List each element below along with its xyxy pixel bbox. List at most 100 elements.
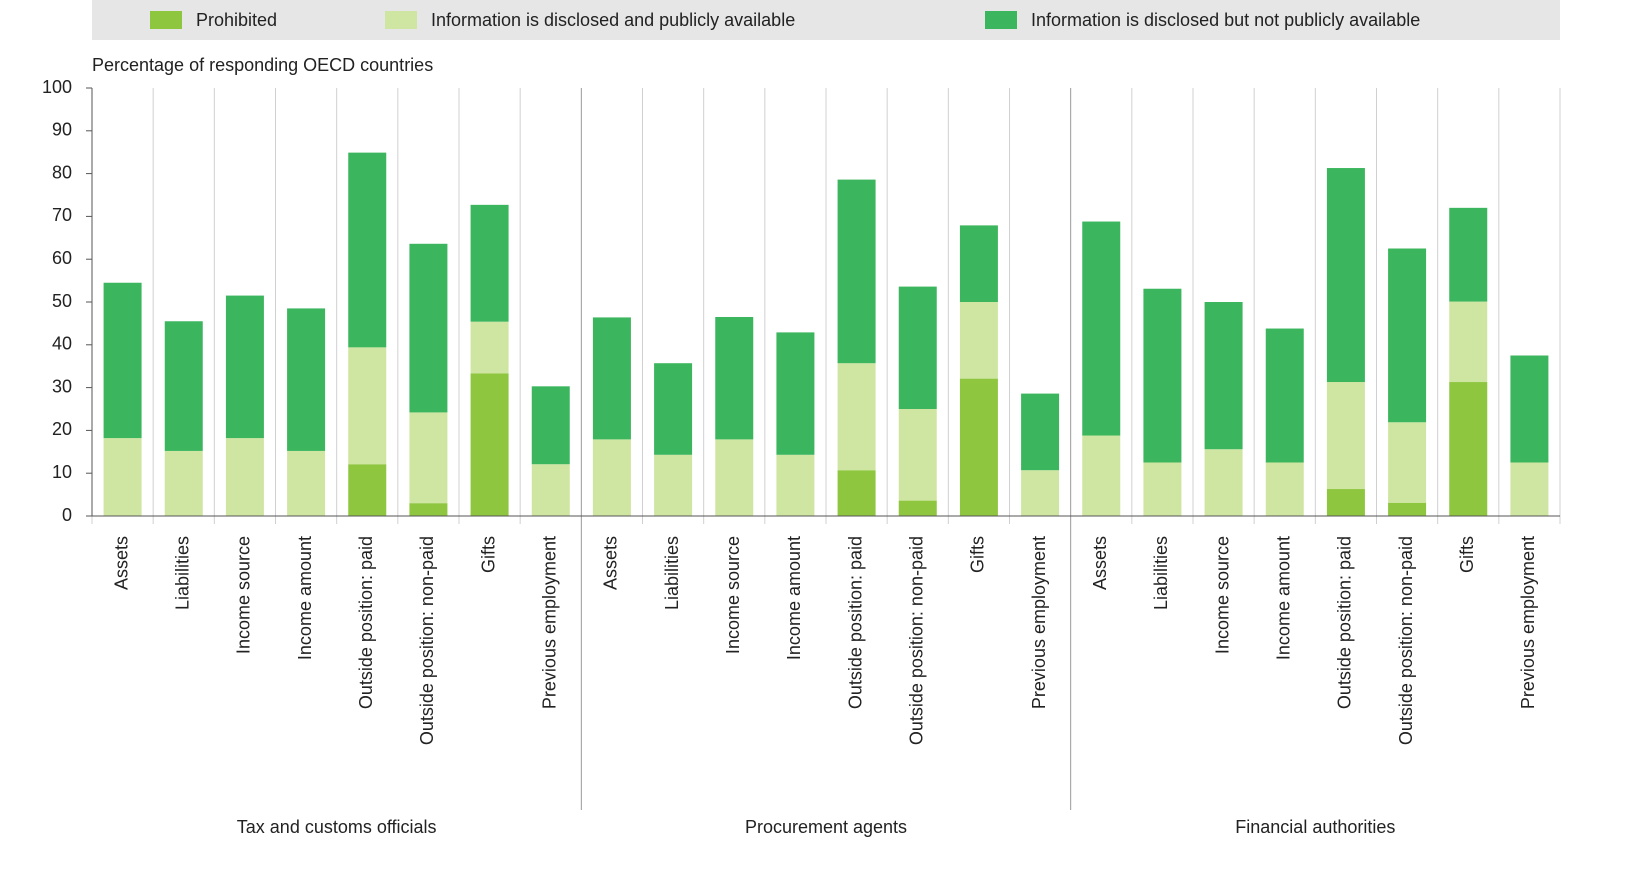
bar-segment: [1082, 221, 1121, 436]
bar-segment: [348, 464, 387, 516]
legend-swatch: [385, 11, 417, 29]
legend-label: Prohibited: [196, 10, 277, 30]
bar-segment: [1265, 462, 1304, 516]
bar-segment: [1510, 462, 1549, 516]
x-tick-label: Outside position: non-paid: [1396, 536, 1416, 745]
bar-segment: [103, 438, 142, 516]
bar-segment: [959, 302, 998, 379]
bar-segment: [1326, 489, 1365, 516]
bar-segment: [287, 450, 326, 516]
x-tick-label: Outside position: non-paid: [417, 536, 437, 745]
bar-segment: [1143, 462, 1182, 516]
x-tick-label: Gifts: [968, 536, 988, 573]
bar-segment: [287, 308, 326, 451]
y-tick-label: 30: [52, 376, 72, 396]
bar-segment: [898, 500, 937, 516]
bar-segment: [409, 243, 448, 413]
bar-segment: [592, 439, 631, 516]
bar-segment: [1326, 382, 1365, 490]
bar-segment: [776, 332, 815, 455]
x-tick-label: Income amount: [1274, 536, 1294, 660]
bar-segment: [1204, 449, 1243, 516]
y-tick-label: 50: [52, 291, 72, 311]
y-tick-label: 10: [52, 462, 72, 482]
bar-segment: [1265, 328, 1304, 463]
y-tick-label: 90: [52, 120, 72, 140]
legend-background: [92, 0, 1560, 40]
bar-segment: [898, 286, 937, 409]
bar-segment: [837, 363, 876, 471]
x-tick-label: Liabilities: [1151, 536, 1171, 610]
bar-segment: [1082, 435, 1121, 516]
y-tick-label: 70: [52, 205, 72, 225]
bar-segment: [1021, 393, 1060, 471]
y-tick-label: 40: [52, 334, 72, 354]
y-tick-label: 0: [62, 505, 72, 525]
legend-swatch: [150, 11, 182, 29]
x-tick-label: Liabilities: [173, 536, 193, 610]
bar-segment: [1388, 248, 1427, 423]
bar-segment: [1388, 502, 1427, 516]
bar-segment: [164, 450, 203, 516]
bar-segment: [1326, 168, 1365, 383]
bar-segment: [531, 386, 570, 465]
y-tick-label: 80: [52, 162, 72, 182]
bar-segment: [470, 204, 509, 322]
bar-segment: [1021, 470, 1060, 516]
bar-segment: [715, 439, 754, 516]
bar-segment: [715, 316, 754, 440]
x-tick-label: Income amount: [784, 536, 804, 660]
bar-segment: [1143, 288, 1182, 463]
bar-segment: [348, 152, 387, 348]
x-tick-label: Gifts: [478, 536, 498, 573]
x-tick-label: Previous employment: [540, 536, 560, 709]
bar-segment: [1388, 422, 1427, 503]
bar-segment: [1449, 207, 1488, 302]
x-tick-label: Liabilities: [662, 536, 682, 610]
bar-segment: [837, 179, 876, 364]
bar-segment: [898, 409, 937, 501]
y-axis-label: Percentage of responding OECD countries: [92, 55, 433, 75]
x-tick-label: Outside position: non-paid: [907, 536, 927, 745]
bar-segment: [531, 464, 570, 516]
y-tick-label: 100: [42, 77, 72, 97]
bar-segment: [592, 317, 631, 440]
x-tick-label: Income source: [234, 536, 254, 654]
bar-segment: [409, 503, 448, 516]
bar-segment: [654, 454, 693, 516]
y-tick-label: 60: [52, 248, 72, 268]
x-tick-label: Income source: [1212, 536, 1232, 654]
bar-segment: [1204, 302, 1243, 450]
x-tick-label: Income amount: [295, 536, 315, 660]
bar-segment: [470, 321, 509, 374]
bar-segment: [164, 321, 203, 451]
bar-segment: [103, 282, 142, 439]
legend-label: Information is disclosed and publicly av…: [431, 10, 795, 30]
bar-segment: [959, 225, 998, 302]
bar-segment: [959, 378, 998, 516]
bar-segment: [1449, 301, 1488, 383]
x-tick-label: Previous employment: [1029, 536, 1049, 709]
bar-segment: [1510, 355, 1549, 463]
group-label: Procurement agents: [745, 817, 907, 837]
bar-segment: [409, 412, 448, 504]
x-tick-label: Income source: [723, 536, 743, 654]
x-tick-label: Gifts: [1457, 536, 1477, 573]
bar-segment: [776, 454, 815, 516]
x-tick-label: Outside position: paid: [356, 536, 376, 709]
bar-segment: [348, 347, 387, 465]
bar-segment: [654, 363, 693, 455]
x-tick-label: Outside position: paid: [1335, 536, 1355, 709]
x-tick-label: Assets: [111, 536, 131, 590]
legend-label: Information is disclosed but not publicl…: [1031, 10, 1420, 30]
bar-segment: [225, 295, 264, 439]
group-label: Tax and customs officials: [237, 817, 437, 837]
x-tick-label: Assets: [601, 536, 621, 590]
legend-swatch: [985, 11, 1017, 29]
bar-segment: [225, 438, 264, 516]
bar-segment: [470, 373, 509, 516]
bar-segment: [1449, 382, 1488, 516]
x-tick-label: Previous employment: [1518, 536, 1538, 709]
y-tick-label: 20: [52, 419, 72, 439]
